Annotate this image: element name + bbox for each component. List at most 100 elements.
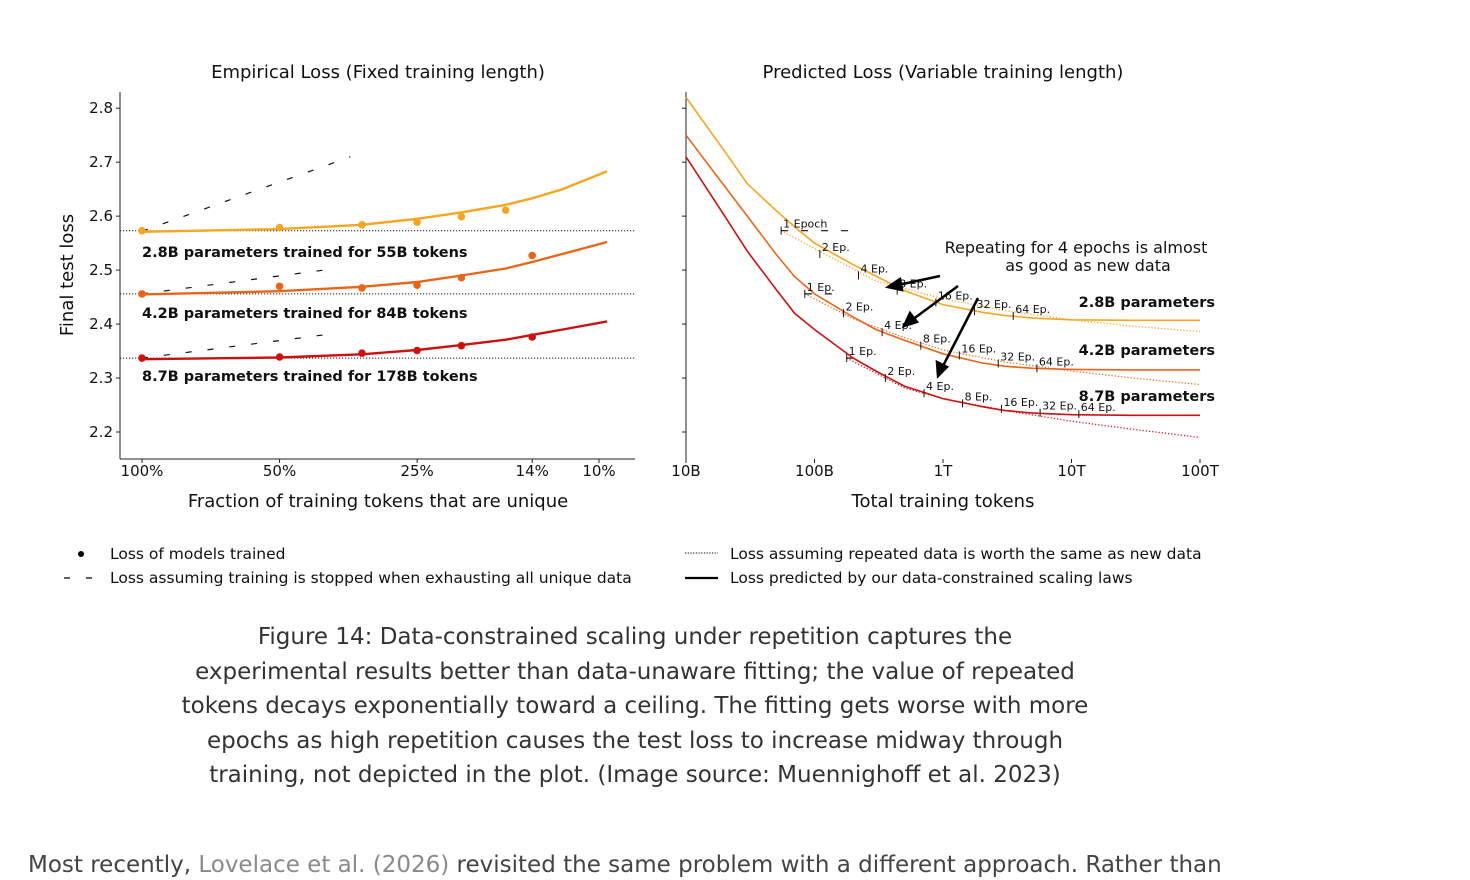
annotation-arrow-2-8b [897, 274, 941, 287]
left-series-label-4-2b: 4.2B parameters trained for 84B tokens [142, 306, 468, 322]
annotation-arrowhead-8-7b [935, 359, 950, 379]
left-stop-line-0 [141, 156, 351, 232]
right-epoch-label-2-0: 1 Ep. [849, 345, 877, 358]
right-epoch-label-0-6: 64 Ep. [1015, 303, 1050, 316]
annotation-arrows [884, 274, 980, 379]
left-y-ticks: 2.2 2.3 2.4 2.5 2.6 2.7 2.8 [89, 99, 120, 441]
left-point-1-3 [413, 281, 421, 290]
right-epoch-label-2-2: 4 Ep. [926, 380, 954, 393]
left-y-tick-label-1: 2.3 [89, 369, 113, 387]
annotation-line-2: as good as new data [1005, 256, 1171, 275]
right-x-ticks: 10B 100B 1T 10T 100T [671, 459, 1220, 480]
left-point-0-4 [457, 212, 466, 221]
left-x-tick-label-4: 10% [582, 462, 615, 480]
left-plot-area [120, 156, 635, 362]
right-epoch-label-2-1: 2 Ep. [887, 365, 915, 378]
legend-label-models-trained: Loss of models trained [110, 545, 286, 563]
left-point-1-1 [275, 282, 284, 291]
left-x-ticks: 100% 50% 25% 14% 10% [121, 459, 616, 480]
left-x-tick-label-0: 100% [121, 462, 164, 480]
left-point-2-2 [358, 349, 366, 358]
right-x-tick-label-1: 100B [795, 462, 834, 480]
left-y-tick-label-2: 2.4 [89, 315, 113, 333]
right-epoch-label-1-5: 32 Ep. [1000, 350, 1035, 363]
right-x-tick-label-3: 10T [1057, 462, 1086, 480]
left-x-tick-label-2: 25% [400, 462, 433, 480]
body-prefix: Most recently, [28, 852, 199, 878]
right-epoch-label-1-6: 64 Ep. [1039, 355, 1074, 368]
left-point-1-5 [528, 251, 536, 260]
left-y-tick-label-6: 2.8 [89, 99, 113, 117]
left-point-2-5 [528, 333, 536, 341]
left-stop-line-2 [141, 334, 324, 359]
left-point-2-0 [138, 354, 146, 362]
right-x-axis-label: Total training tokens [851, 491, 1035, 512]
right-epoch-label-2-6: 64 Ep. [1081, 401, 1116, 414]
right-plot-area [685, 96, 1201, 439]
legend-dot-marker [78, 551, 84, 557]
annotation-arrowhead-4-2b [901, 310, 920, 329]
figure-caption: Figure 14: Data-constrained scaling unde… [181, 624, 1089, 788]
left-series-label-2-8b: 2.8B parameters trained for 55B tokens [142, 245, 468, 261]
left-point-1-0 [138, 290, 146, 298]
annotation-arrow-4-2b [911, 284, 959, 322]
right-epoch-label-1-3: 8 Ep. [923, 333, 951, 346]
right-epoch-label-2-5: 32 Ep. [1042, 400, 1077, 413]
body-suffix: revisited the same problem with a differ… [449, 852, 1222, 878]
right-series-label-2-8b: 2.8B parameters [1079, 295, 1215, 311]
left-y-axis-label: Final test loss [57, 214, 78, 336]
right-epoch-label-0-1: 2 Ep. [822, 241, 850, 254]
left-stop-line-1 [141, 269, 324, 295]
annotation-arrowhead-2-8b [884, 276, 904, 292]
left-point-0-2 [358, 221, 366, 229]
right-chart-title: Predicted Loss (Variable training length… [763, 62, 1124, 83]
left-chart-title: Empirical Loss (Fixed training length) [211, 62, 545, 83]
left-panel: Empirical Loss (Fixed training length) F… [57, 62, 635, 512]
left-x-axis-label: Fraction of training tokens that are uni… [188, 491, 568, 512]
figure-14: Empirical Loss (Fixed training length) F… [57, 62, 1220, 587]
left-y-tick-label-4: 2.6 [89, 207, 113, 225]
right-epoch-label-1-0: 1 Ep. [807, 281, 835, 294]
legend: Loss of models trained Loss assuming tra… [64, 545, 1202, 587]
right-epoch-label-2-3: 8 Ep. [965, 390, 993, 403]
citation-link[interactable]: Lovelace et al. (2026) [198, 852, 450, 878]
right-epoch-label-0-4: 16 Ep. [938, 289, 973, 302]
left-point-0-5 [501, 206, 510, 214]
body-paragraph: Most recently, Lovelace et al. (2026) re… [28, 852, 1448, 878]
left-point-2-3 [413, 346, 421, 355]
legend-label-stopped: Loss assuming training is stopped when e… [110, 569, 632, 587]
right-epoch-label-2-4: 16 Ep. [1003, 396, 1038, 409]
left-x-tick-label-3: 14% [516, 462, 549, 480]
left-series-label-8-7b: 8.7B parameters trained for 178B tokens [142, 369, 478, 385]
right-predicted-line-2 [685, 156, 1200, 417]
right-x-tick-label-2: 1T [934, 462, 954, 480]
left-point-0-3 [413, 218, 421, 226]
left-point-1-2 [358, 284, 366, 292]
left-y-tick-label-0: 2.2 [89, 423, 113, 441]
right-y-ticks [682, 107, 686, 433]
left-point-0-1 [275, 223, 284, 232]
right-x-tick-label-4: 100T [1181, 462, 1220, 480]
right-epoch-label-0-5: 32 Ep. [977, 298, 1012, 311]
left-point-1-4 [457, 273, 466, 282]
left-fit-line-2 [141, 320, 608, 361]
left-y-tick-label-3: 2.5 [89, 261, 113, 279]
right-predicted-line-1 [685, 134, 1200, 371]
left-point-2-4 [457, 341, 466, 350]
right-panel: Predicted Loss (Variable training length… [671, 62, 1219, 512]
legend-label-predicted: Loss predicted by our data-constrained s… [730, 569, 1133, 587]
legend-label-repeated: Loss assuming repeated data is worth the… [730, 545, 1202, 563]
annotation-arrow-8-7b [941, 297, 980, 367]
annotation-line-1: Repeating for 4 epochs is almost [945, 238, 1208, 257]
right-predicted-line-0 [685, 96, 1200, 322]
left-point-2-1 [275, 353, 284, 361]
left-x-tick-label-1: 50% [263, 462, 296, 480]
right-series-label-4-2b: 4.2B parameters [1079, 343, 1215, 359]
right-series-label-8-7b: 8.7B parameters [1079, 389, 1215, 405]
right-x-tick-label-0: 10B [671, 462, 700, 480]
left-point-0-0 [138, 226, 146, 235]
left-fit-line-0 [141, 170, 608, 233]
right-epoch-label-0-2: 4 Ep. [861, 263, 889, 276]
right-epoch-label-0-0: 1 Epoch [783, 218, 827, 231]
